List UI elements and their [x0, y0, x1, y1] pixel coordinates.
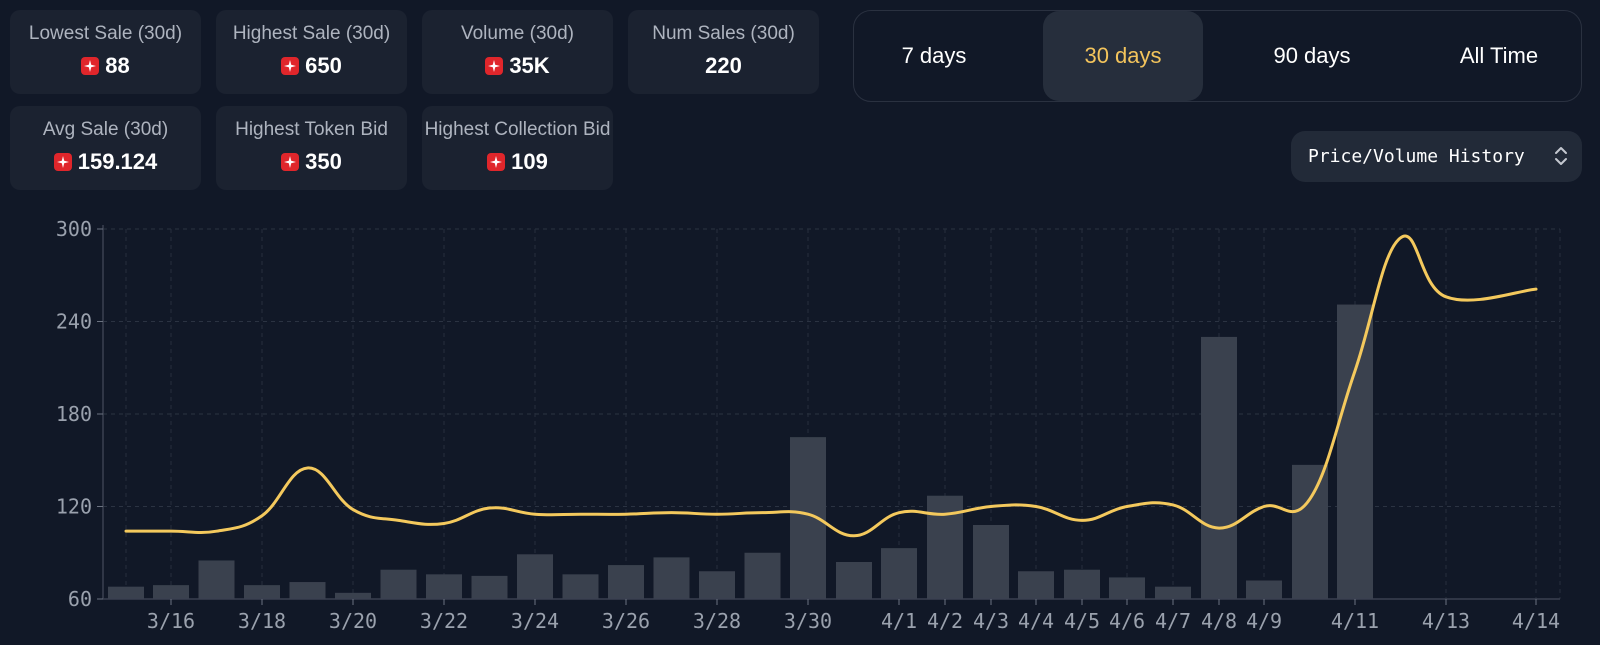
tab-30-days[interactable]: 30 days: [1043, 11, 1203, 101]
x-tick-label: 4/5: [1064, 609, 1100, 633]
volume-bar: [790, 437, 826, 599]
price-line: [124, 234, 1538, 538]
volume-bar: [744, 552, 781, 599]
volume-bar: [608, 565, 644, 599]
tab-7-days[interactable]: 7 days: [901, 43, 967, 68]
stat-card-avg-sale: Avg Sale (30d) 159.124: [10, 106, 201, 190]
stat-label: Lowest Sale (30d): [28, 23, 183, 44]
x-tick-label: 3/30: [784, 609, 832, 633]
stat-value: 350: [305, 149, 342, 174]
stat-card-lowest-sale: Lowest Sale (30d) 88: [10, 10, 201, 94]
volume-bar: [1064, 569, 1100, 599]
volume-bar: [108, 586, 144, 599]
volume-bar: [1337, 304, 1373, 599]
stat-label: Highest Collection Bid: [424, 119, 611, 140]
volume-bar: [1155, 586, 1191, 599]
volume-bar: [244, 585, 280, 599]
stat-label: Avg Sale (30d): [42, 119, 169, 140]
volume-bar: [426, 574, 462, 599]
volume-bar: [1109, 577, 1145, 599]
x-tick-label: 4/9: [1246, 609, 1282, 633]
y-axis-ticks: 60 120 180 240 300: [56, 217, 103, 611]
token-icon: [485, 57, 504, 75]
chart-type-select[interactable]: Price/Volume History: [1291, 131, 1582, 182]
volume-bar: [699, 571, 735, 599]
x-tick-label: 4/3: [973, 609, 1009, 633]
volume-bar: [335, 592, 371, 599]
chart-axes: [102, 225, 1560, 600]
y-tick-label: 180: [56, 402, 92, 426]
y-tick-label: 300: [56, 217, 92, 241]
stat-value: 88: [105, 53, 130, 78]
token-icon: [81, 57, 100, 75]
x-tick-label: 3/16: [147, 609, 195, 633]
stat-card-num-sales: Num Sales (30d) 220: [628, 10, 819, 94]
tab-all-time[interactable]: All Time: [1459, 43, 1539, 68]
x-tick-label: 3/28: [693, 609, 741, 633]
volume-bar: [1018, 571, 1054, 599]
x-tick-label: 4/14: [1512, 609, 1560, 633]
stat-card-highest-sale: Highest Sale (30d) 650: [216, 10, 407, 94]
volume-bar: [973, 525, 1009, 599]
stat-value: 109: [511, 149, 548, 174]
x-tick-label: 4/11: [1331, 609, 1379, 633]
token-icon: [487, 153, 506, 171]
tab-90-days[interactable]: 90 days: [1273, 43, 1351, 68]
stat-value: 650: [305, 53, 342, 78]
x-tick-label: 4/13: [1422, 609, 1470, 633]
up-down-chevron-icon: [1555, 147, 1567, 165]
stat-card-volume: Volume (30d) 35K: [422, 10, 613, 94]
y-tick-label: 60: [68, 587, 92, 611]
x-tick-label: 4/2: [927, 609, 963, 633]
x-axis-ticks: 3/16 3/18 3/20 3/22 3/24 3/26 3/28 3/30 4/1 4/2 4/…: [147, 599, 1560, 633]
volume-bar: [881, 548, 917, 599]
x-tick-label: 3/22: [420, 609, 468, 633]
x-tick-label: 4/4: [1018, 609, 1054, 633]
stat-card-highest-collection-bid: Highest Collection Bid 109: [422, 106, 613, 190]
stat-label: Highest Token Bid: [235, 119, 388, 140]
x-tick-label: 3/26: [602, 609, 650, 633]
time-range-tabs: 7 days 30 days 90 days All Time: [853, 10, 1582, 102]
stat-label: Highest Sale (30d): [232, 23, 391, 44]
volume-bars: [108, 304, 1373, 599]
x-tick-label: 4/1: [881, 609, 917, 633]
x-tick-label: 3/20: [329, 609, 377, 633]
volume-bar: [289, 582, 326, 599]
stat-card-highest-token-bid: Highest Token Bid 350: [216, 106, 407, 190]
x-tick-label: 4/7: [1155, 609, 1191, 633]
volume-bar: [1201, 336, 1237, 599]
token-icon: [281, 153, 300, 171]
stat-value: 35K: [509, 53, 550, 78]
stat-label: Num Sales (30d): [652, 23, 795, 44]
volume-bar: [471, 575, 508, 599]
volume-bar: [1246, 580, 1282, 599]
x-tick-label: 4/8: [1201, 609, 1237, 633]
chart-type-select-label: Price/Volume History: [1308, 146, 1525, 167]
x-tick-label: 3/24: [511, 609, 559, 633]
volume-bar: [153, 585, 189, 599]
volume-bar: [517, 554, 553, 599]
volume-bar: [653, 557, 690, 599]
x-tick-label: 4/6: [1109, 609, 1145, 633]
x-tick-label: 3/18: [238, 609, 286, 633]
y-tick-label: 120: [56, 495, 92, 519]
token-icon: [281, 57, 300, 75]
stat-value: 220: [705, 53, 742, 78]
stat-label: Volume (30d): [460, 23, 574, 44]
token-icon: [53, 153, 72, 171]
volume-bar: [1292, 464, 1328, 599]
volume-bar: [380, 569, 417, 599]
y-tick-label: 240: [56, 310, 92, 334]
volume-bar: [562, 574, 599, 599]
stat-value: 159.124: [77, 149, 158, 174]
volume-bar: [198, 560, 235, 599]
volume-bar: [836, 562, 872, 599]
